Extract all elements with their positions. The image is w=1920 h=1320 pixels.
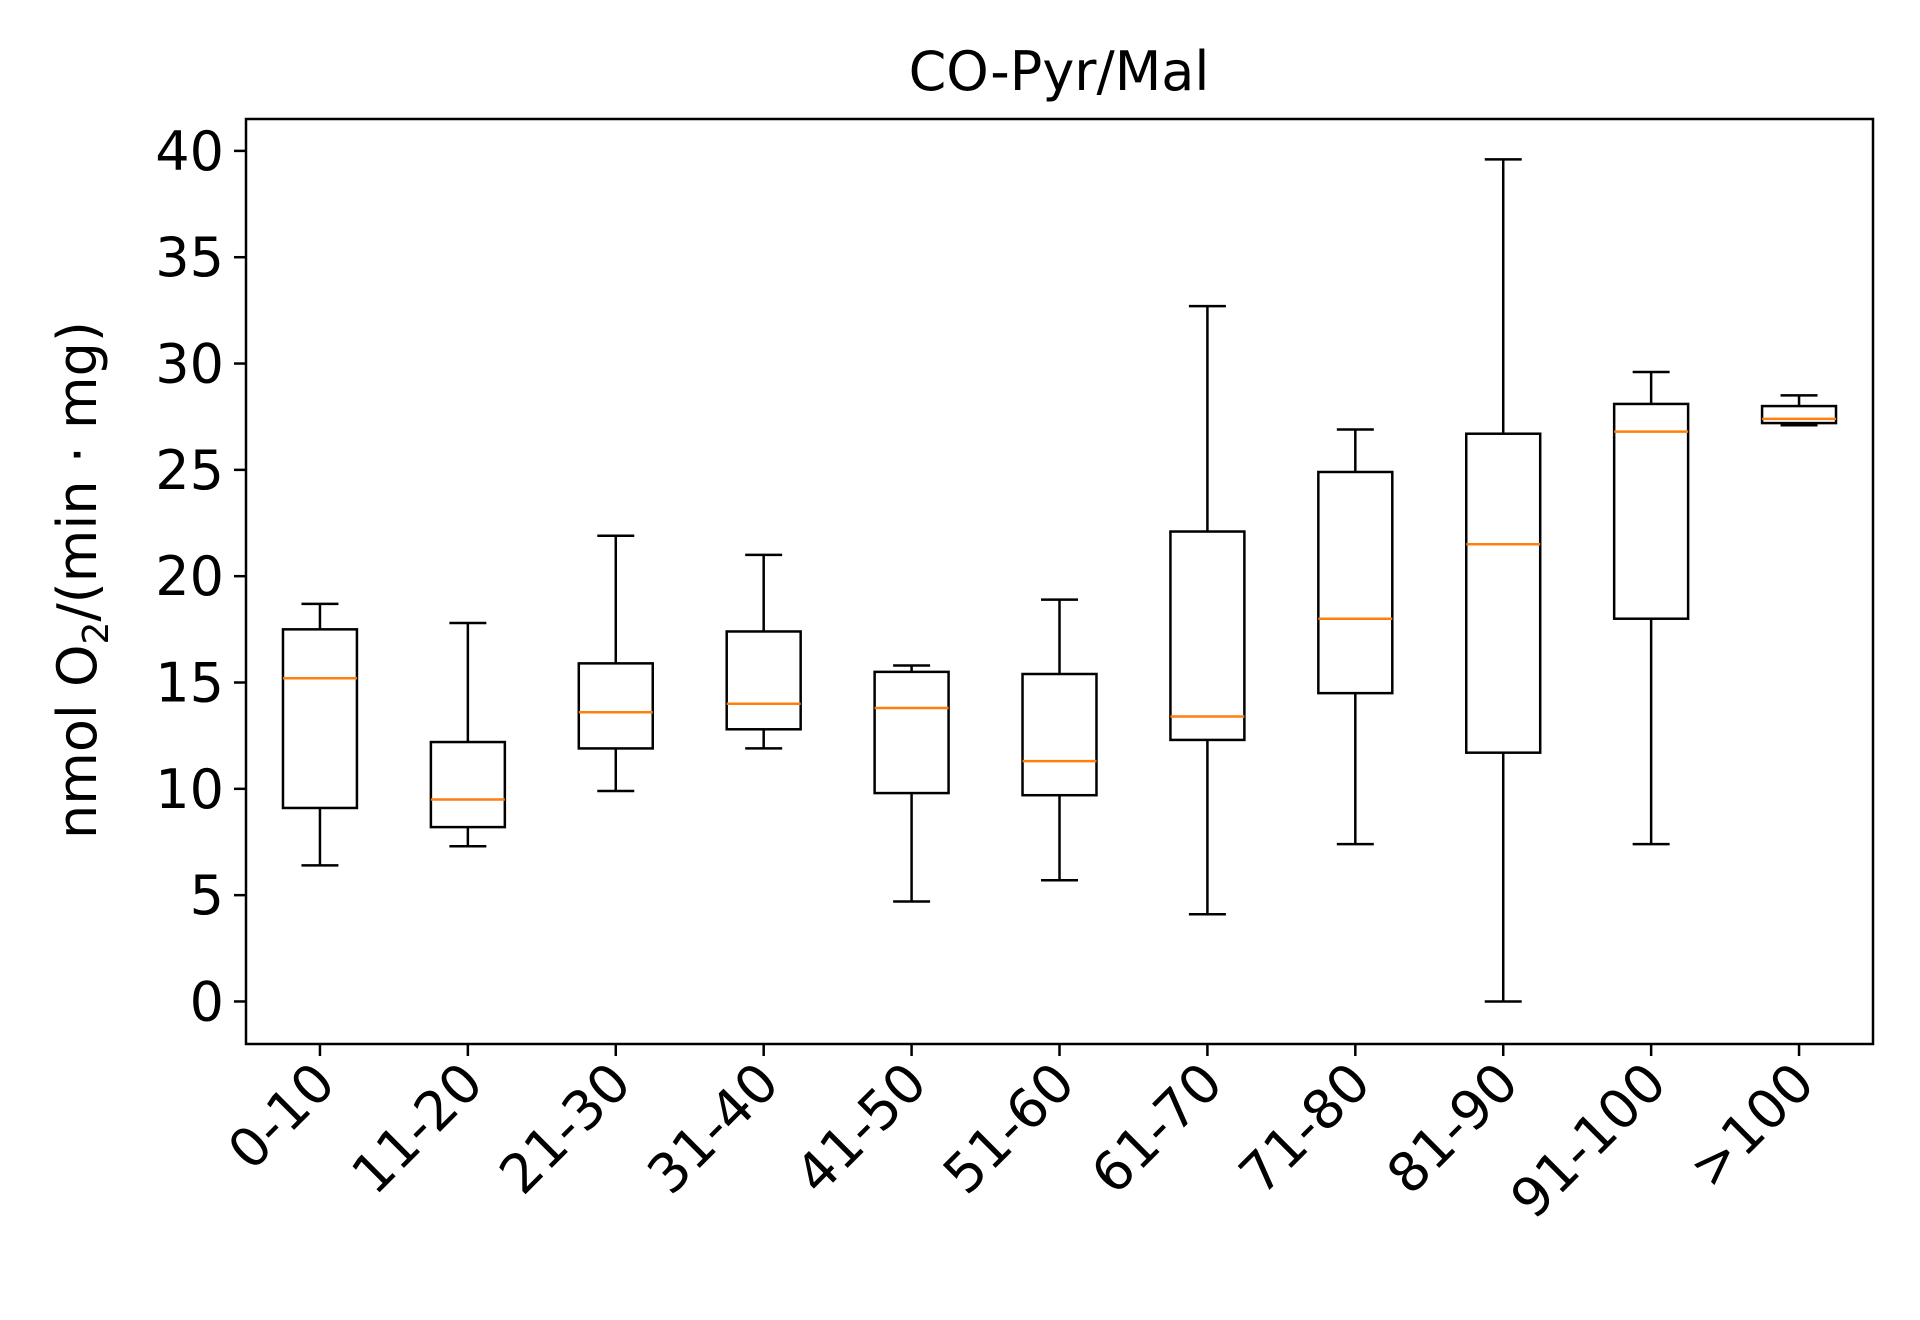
box-iqr-2 — [577, 662, 655, 750]
x-tick-label-4: 41-50 — [783, 1051, 939, 1207]
box-5 — [1021, 598, 1098, 882]
x-tick-label-6: 61-70 — [1079, 1051, 1235, 1207]
x-tick-label-10: >100 — [1677, 1051, 1826, 1200]
box-iqr-6 — [1169, 530, 1246, 742]
y-axis: 0 5 10 15 20 25 30 35 40 — [155, 120, 246, 1033]
x-tick-label-3: 31-40 — [635, 1051, 791, 1207]
y-tick-label-4: 20 — [155, 545, 224, 608]
box-0 — [281, 602, 359, 867]
x-tick-label-7: 71-80 — [1227, 1051, 1383, 1207]
y-tick-label-1: 5 — [190, 864, 224, 927]
y-axis-label-rest: /(min · mg) — [46, 321, 109, 622]
x-tick-label-2: 21-30 — [487, 1051, 643, 1207]
box-iqr-5 — [1021, 672, 1098, 797]
x-tick-label-9: 91-100 — [1499, 1051, 1679, 1231]
box-6 — [1169, 304, 1246, 916]
y-tick-label-5: 25 — [155, 439, 224, 502]
y-axis-label-subscript: 2 — [76, 622, 117, 645]
y-axis-label-main: nmol O — [46, 644, 109, 839]
box-4 — [873, 664, 950, 903]
x-tick-label-1: 11-20 — [340, 1051, 496, 1207]
y-tick-label-0: 0 — [190, 970, 224, 1033]
y-tick-label-2: 10 — [155, 758, 224, 821]
y-tick-label-3: 15 — [155, 652, 224, 715]
box-iqr-9 — [1612, 402, 1690, 620]
box-iqr-10 — [1760, 404, 1838, 425]
box-10 — [1760, 394, 1838, 427]
box-iqr-7 — [1317, 470, 1394, 695]
y-tick-label-7: 35 — [155, 226, 224, 289]
plot-frame — [244, 117, 1875, 1046]
y-tick-label-6: 30 — [155, 333, 224, 396]
box-9 — [1612, 370, 1690, 846]
box-1 — [429, 621, 507, 848]
box-iqr-8 — [1465, 432, 1542, 754]
box-7 — [1317, 428, 1394, 846]
box-8 — [1465, 158, 1542, 1003]
x-axis: 0-1011-2021-3031-4041-5051-6061-7071-808… — [216, 1044, 1826, 1230]
box-iqr-3 — [725, 630, 802, 731]
box-iqr-0 — [281, 628, 359, 810]
box-iqr-1 — [429, 740, 507, 829]
box-3 — [725, 553, 802, 750]
box-2 — [577, 534, 655, 793]
y-tick-label-8: 40 — [155, 120, 224, 183]
box-iqr-4 — [873, 670, 950, 795]
plot-area — [281, 158, 1838, 1003]
chart-title: CO-Pyr/Mal — [909, 40, 1210, 103]
x-tick-label-0: 0-10 — [216, 1051, 347, 1182]
x-tick-label-5: 51-60 — [931, 1051, 1087, 1207]
y-axis-label: nmol O2/(min · mg) — [46, 321, 117, 839]
